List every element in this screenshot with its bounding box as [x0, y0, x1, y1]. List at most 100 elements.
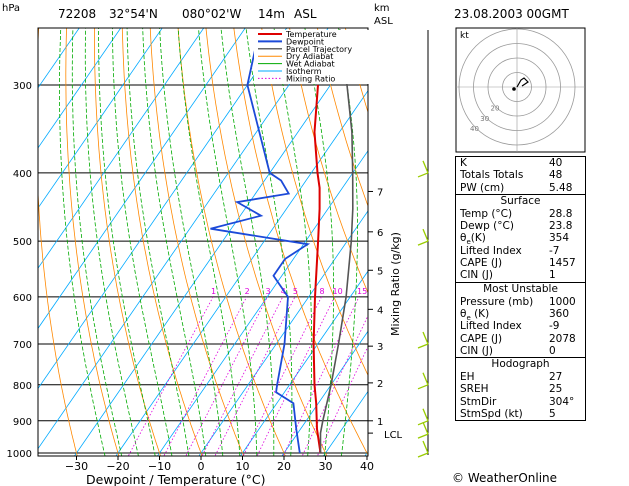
- x-tick-label: 10: [236, 460, 250, 473]
- km-tick-label: 3: [377, 342, 383, 353]
- mixing-ratio-label: 10: [333, 287, 343, 296]
- wind-barb: [417, 420, 429, 426]
- sfc-temp-value: 28.8: [549, 207, 573, 220]
- latitude: 32°54'N: [109, 7, 158, 21]
- dry-adiabat: [94, 28, 161, 456]
- wet-adiabat: [142, 28, 207, 456]
- sfc-li-value: -7: [549, 244, 560, 257]
- wind-barb-feather: [422, 440, 429, 454]
- k-index-value: 40: [549, 157, 563, 169]
- dry-adiabat: [205, 28, 328, 456]
- mixing-ratio-label: 1: [211, 287, 216, 296]
- stmdir-label: StmDir: [460, 395, 497, 408]
- isotherm-line: [38, 28, 163, 209]
- hpa-axis-label: hPa: [2, 3, 21, 14]
- longitude: 080°02'W: [182, 7, 242, 21]
- mixing-ratio-line: [127, 296, 214, 456]
- stmspd-value: 5: [549, 408, 556, 421]
- isotherm-line: [38, 28, 246, 330]
- wind-barb-feather: [422, 408, 429, 422]
- wet-adiabat: [98, 28, 156, 456]
- mu-thetae-value: 360: [549, 307, 570, 320]
- hodograph-ring-label: 30: [480, 115, 489, 123]
- mixing-ratio-line: [256, 296, 335, 456]
- wind-barb: [417, 240, 429, 246]
- hodograph-ring-label: 20: [490, 105, 499, 113]
- dewpoint-line: [210, 41, 311, 454]
- mu-cin-value: 0: [549, 344, 556, 357]
- mu-thetae-label: θe (K): [460, 307, 490, 323]
- x-tick-label: 40: [360, 460, 374, 473]
- km-tick-label: 7: [377, 187, 383, 198]
- dry-adiabat: [121, 28, 203, 456]
- eh-label: EH: [460, 371, 475, 384]
- sfc-cin-label: CIN (J): [460, 269, 493, 282]
- mu-cape-label: CAPE (J): [460, 332, 503, 345]
- mixing-ratio-line: [301, 314, 368, 456]
- km-axis-asl: ASL: [374, 16, 393, 27]
- mu-cape-value: 2078: [549, 332, 576, 345]
- dry-adiabat: [65, 28, 120, 456]
- x-axis-title: Dewpoint / Temperature (°C): [86, 472, 266, 486]
- wind-barb-feather: [422, 421, 429, 435]
- mixing-ratio-label: 2: [245, 287, 250, 296]
- wet-adiabat: [304, 28, 334, 456]
- wet-adiabat: [59, 28, 106, 456]
- isotherm-line: [115, 89, 368, 456]
- sreh-label: SREH: [460, 383, 489, 396]
- stmdir-value: 304°: [549, 395, 575, 408]
- wind-barb: [417, 172, 429, 178]
- elevation-asl: ASL: [294, 7, 317, 21]
- sfc-thetae-label: θe(K): [460, 232, 486, 247]
- dry-adiabat: [317, 28, 368, 208]
- wind-barb-feather: [422, 372, 429, 386]
- wind-barb: [417, 433, 429, 439]
- mixing-ratio-line: [282, 296, 360, 456]
- temperature-line: [312, 84, 322, 454]
- pw-label: PW (cm): [460, 181, 505, 194]
- mixing-ratio-label: 15: [357, 287, 367, 296]
- wet-adiabat: [198, 28, 258, 456]
- mu-pressure-label: Pressure (mb): [460, 295, 534, 308]
- station-id: 72208: [58, 7, 97, 21]
- pressure-tick-label: 600: [13, 293, 32, 304]
- sfc-thetae-value: 354: [549, 232, 570, 245]
- wind-barb-feather: [422, 331, 429, 345]
- km-tick-label: 6: [377, 228, 383, 239]
- mixing-ratio-line: [316, 345, 368, 456]
- sfc-dewp-label: Dewp (°C): [460, 220, 514, 233]
- mixing-ratio-label: 3: [265, 287, 270, 296]
- wind-barb: [417, 452, 429, 458]
- parcel-trajectory-line: [319, 29, 354, 453]
- elevation: 14m: [258, 7, 285, 21]
- mixing-ratio-line: [163, 296, 248, 456]
- mixing-ratio-label: 8: [319, 287, 324, 296]
- x-tick-label: 20: [277, 460, 291, 473]
- mu-li-value: -9: [549, 320, 560, 333]
- km-axis-label: km: [374, 3, 390, 14]
- wet-adiabat: [245, 28, 293, 456]
- sreh-value: 25: [549, 383, 563, 396]
- dry-adiabat: [289, 28, 368, 294]
- totals-label: Totals Totals: [460, 169, 524, 182]
- wet-adiabat: [220, 28, 275, 456]
- wet-adiabat: [338, 28, 358, 456]
- legend: [254, 30, 372, 84]
- datetime: 23.08.2003 00GMT: [454, 7, 569, 21]
- mixing-ratio-label: 5: [293, 287, 298, 296]
- km-tick-label: 5: [377, 266, 383, 277]
- wind-barb: [417, 343, 429, 349]
- eh-value: 27: [549, 371, 563, 384]
- pressure-tick-label: 400: [13, 169, 32, 180]
- wind-barb-feather: [422, 160, 429, 174]
- mixing-ratio-line: [242, 296, 322, 456]
- pressure-tick-label: 300: [13, 81, 32, 92]
- wet-adiabat: [84, 28, 139, 456]
- wet-adiabat: [71, 28, 123, 456]
- wind-barb-feather: [422, 228, 429, 242]
- wet-adiabat: [126, 28, 190, 456]
- pressure-tick-label: 800: [13, 381, 32, 392]
- pressure-tick-label: 500: [13, 237, 32, 248]
- totals-value: 48: [549, 169, 563, 182]
